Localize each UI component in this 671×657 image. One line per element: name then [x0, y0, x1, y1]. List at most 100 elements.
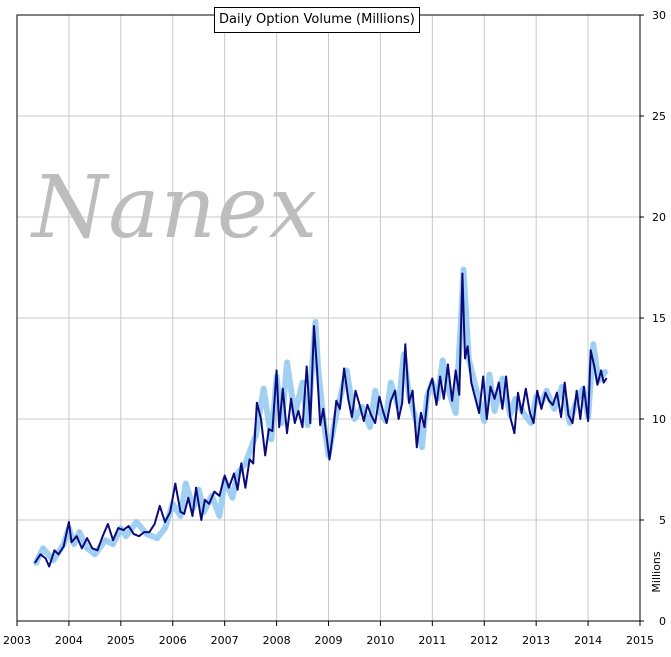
average-point — [382, 410, 384, 412]
average-point — [575, 389, 578, 392]
daily-point — [353, 417, 356, 421]
average-point — [34, 561, 37, 564]
x-tick-label: 2003 — [3, 634, 31, 647]
average-point — [316, 369, 318, 372]
y-axis-label: Millions — [650, 551, 663, 592]
average-point — [343, 367, 345, 370]
average-point — [335, 399, 338, 402]
average-point — [593, 365, 596, 368]
average-point — [493, 397, 496, 400]
daily-point — [368, 425, 372, 429]
daily-point — [501, 377, 504, 380]
average-point — [431, 377, 434, 380]
average-point — [174, 482, 177, 485]
average-point — [195, 486, 198, 489]
average-point — [442, 397, 445, 400]
average-point — [509, 416, 512, 418]
daily-point — [314, 320, 317, 324]
daily-point — [218, 514, 221, 518]
average-point — [213, 490, 216, 493]
average-point — [567, 414, 570, 416]
daily-point — [85, 547, 89, 550]
average-point — [489, 385, 492, 388]
average-point — [458, 393, 461, 396]
chart-title: Daily Option Volume (Millions) — [214, 7, 420, 33]
daily-point — [415, 421, 418, 425]
y-tick-label: 10 — [652, 413, 666, 426]
daily-point — [244, 462, 247, 465]
average-point — [517, 391, 519, 394]
daily-point — [454, 411, 457, 415]
average-point — [556, 391, 558, 394]
daily-point — [301, 381, 304, 384]
average-point — [435, 403, 438, 406]
average-point — [164, 521, 166, 523]
average-point — [204, 498, 206, 501]
daily-point — [345, 369, 348, 372]
average-point — [362, 420, 365, 422]
x-tick-label: 2015 — [626, 634, 654, 647]
y-tick-label: 25 — [652, 110, 666, 123]
daily-point — [374, 389, 377, 392]
average-point — [293, 422, 296, 424]
average-point — [461, 272, 464, 275]
average-point — [497, 381, 500, 384]
daily-point — [72, 543, 76, 546]
average-point — [240, 462, 243, 465]
average-point — [331, 434, 334, 437]
daily-point — [441, 359, 444, 362]
average-point — [313, 325, 315, 327]
daily-point — [420, 446, 424, 449]
average-point — [80, 547, 83, 550]
average-point — [354, 389, 357, 392]
average-point — [378, 395, 381, 398]
average-point — [602, 381, 605, 384]
watermark: Nanex — [32, 158, 319, 258]
average-point — [605, 377, 608, 380]
average-point — [218, 494, 221, 497]
average-point — [278, 426, 281, 428]
average-point — [57, 553, 60, 556]
average-point — [339, 408, 341, 410]
daily-point — [285, 361, 289, 364]
average-point — [366, 403, 369, 406]
average-point — [540, 408, 543, 410]
average-point — [223, 474, 226, 477]
average-point — [91, 547, 94, 550]
average-point — [70, 541, 73, 544]
y-tick-label: 20 — [652, 211, 666, 224]
average-point — [248, 458, 251, 461]
average-point — [401, 401, 404, 404]
average-point — [117, 527, 120, 529]
average-point — [374, 422, 377, 424]
x-tick-label: 2014 — [574, 634, 602, 647]
average-point — [153, 523, 156, 525]
average-point — [423, 426, 426, 428]
average-point — [75, 535, 78, 538]
average-point — [587, 420, 589, 422]
average-point — [62, 545, 65, 548]
average-point — [474, 395, 476, 398]
average-point — [106, 523, 109, 525]
x-tick-label: 2010 — [366, 634, 394, 647]
average-point — [464, 357, 466, 360]
average-point — [208, 502, 210, 505]
average-point — [286, 432, 288, 435]
average-point — [563, 381, 566, 384]
y-tick-label: 0 — [659, 615, 666, 628]
average-point — [466, 345, 469, 348]
average-point — [290, 397, 293, 400]
average-point — [191, 515, 194, 517]
average-point — [370, 414, 372, 416]
average-point — [427, 389, 430, 392]
average-point — [101, 535, 104, 538]
average-point — [485, 418, 488, 420]
x-tick-label: 2012 — [470, 634, 498, 647]
average-point — [589, 349, 592, 352]
y-tick-label: 5 — [659, 514, 666, 527]
average-point — [301, 426, 304, 428]
daily-point — [145, 532, 148, 536]
daily-point — [179, 514, 182, 518]
daily-point — [475, 389, 478, 392]
